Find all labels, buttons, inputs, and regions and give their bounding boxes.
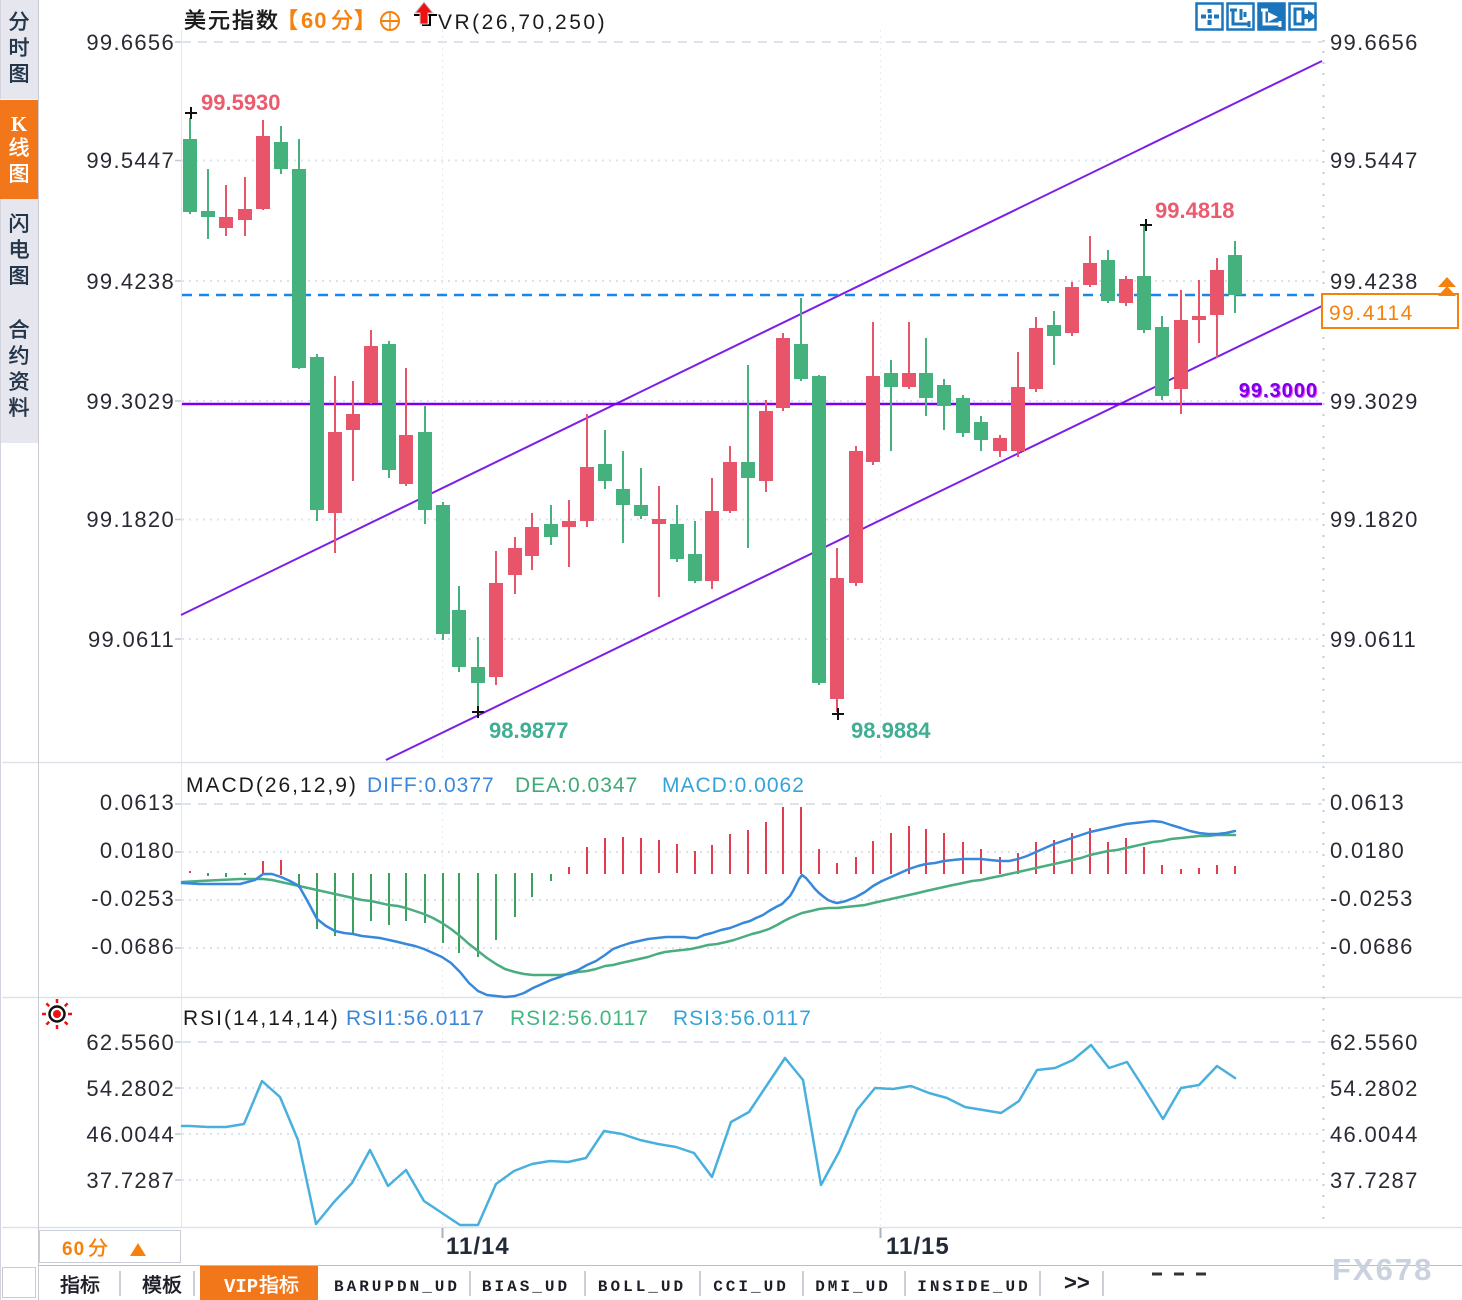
svg-text:BIAS_UD: BIAS_UD — [482, 1278, 570, 1296]
svg-text:60: 60 — [62, 1239, 85, 1260]
svg-text:99.3000: 99.3000 — [1240, 381, 1319, 403]
svg-text:0.0180: 0.0180 — [1330, 838, 1405, 863]
svg-text:0.0180: 0.0180 — [100, 838, 175, 863]
svg-text:11/15: 11/15 — [886, 1233, 950, 1260]
svg-text:37.7287: 37.7287 — [1330, 1168, 1419, 1193]
svg-text:-0.0686: -0.0686 — [91, 934, 175, 959]
svg-text:FX678: FX678 — [1332, 1252, 1433, 1287]
svg-text:VR(26,70,250): VR(26,70,250) — [438, 11, 607, 34]
svg-text:99.6656: 99.6656 — [1330, 30, 1419, 55]
svg-text:DEA:0.0347: DEA:0.0347 — [515, 774, 638, 797]
svg-text:RSI(14,14,14): RSI(14,14,14) — [183, 1007, 340, 1030]
svg-text:46.0044: 46.0044 — [86, 1122, 175, 1147]
svg-text:0.0613: 0.0613 — [1330, 790, 1405, 815]
svg-text:0.0613: 0.0613 — [100, 790, 175, 815]
svg-text:46.0044: 46.0044 — [1330, 1122, 1419, 1147]
svg-text:99.1820: 99.1820 — [1330, 507, 1419, 532]
svg-text:-0.0686: -0.0686 — [1330, 934, 1414, 959]
svg-text:99.5447: 99.5447 — [1330, 148, 1419, 173]
svg-text:K: K — [11, 112, 28, 136]
svg-text:>>: >> — [1064, 1270, 1090, 1295]
svg-text:37.7287: 37.7287 — [86, 1168, 175, 1193]
svg-text:BOLL_UD: BOLL_UD — [598, 1278, 686, 1296]
svg-text:99.4238: 99.4238 — [1330, 269, 1419, 294]
svg-text:99.1820: 99.1820 — [86, 507, 175, 532]
svg-text:54.2802: 54.2802 — [86, 1076, 175, 1101]
svg-text:60: 60 — [301, 8, 327, 33]
svg-text:RSI2:56.0117: RSI2:56.0117 — [510, 1007, 649, 1030]
svg-text:DMI_UD: DMI_UD — [815, 1278, 891, 1296]
svg-text:99.4114: 99.4114 — [1329, 302, 1414, 325]
svg-text:DIFF:0.0377: DIFF:0.0377 — [367, 774, 495, 797]
svg-text:BARUPDN_UD: BARUPDN_UD — [334, 1278, 460, 1296]
svg-text:99.5447: 99.5447 — [86, 148, 175, 173]
svg-text:MACD:0.0062: MACD:0.0062 — [662, 774, 805, 797]
svg-text:99.3029: 99.3029 — [1330, 389, 1419, 414]
svg-text:62.5560: 62.5560 — [1330, 1030, 1419, 1055]
svg-text:99.0611: 99.0611 — [1330, 627, 1417, 652]
svg-text:-0.0253: -0.0253 — [91, 886, 175, 911]
svg-text:99.3029: 99.3029 — [86, 389, 175, 414]
svg-text:VIP: VIP — [224, 1276, 258, 1298]
svg-text:MACD(26,12,9): MACD(26,12,9) — [186, 774, 358, 797]
svg-text:99.4238: 99.4238 — [86, 269, 175, 294]
svg-text:99.4818: 99.4818 — [1155, 198, 1235, 223]
svg-text:99.3000: 99.3000 — [1239, 380, 1318, 402]
svg-text:98.9877: 98.9877 — [489, 718, 569, 743]
svg-text:99.6656: 99.6656 — [86, 30, 175, 55]
svg-text:CCI_UD: CCI_UD — [713, 1278, 789, 1296]
svg-text:62.5560: 62.5560 — [86, 1030, 175, 1055]
svg-text:99.0611: 99.0611 — [88, 627, 175, 652]
svg-text:-0.0253: -0.0253 — [1330, 886, 1414, 911]
svg-text:INSIDE_UD: INSIDE_UD — [917, 1278, 1030, 1296]
svg-text:98.9884: 98.9884 — [851, 718, 931, 743]
svg-text:99.5930: 99.5930 — [201, 90, 281, 115]
svg-text:RSI1:56.0117: RSI1:56.0117 — [346, 1007, 485, 1030]
svg-text:RSI3:56.0117: RSI3:56.0117 — [673, 1007, 812, 1030]
svg-text:11/14: 11/14 — [446, 1233, 510, 1260]
svg-text:54.2802: 54.2802 — [1330, 1076, 1419, 1101]
